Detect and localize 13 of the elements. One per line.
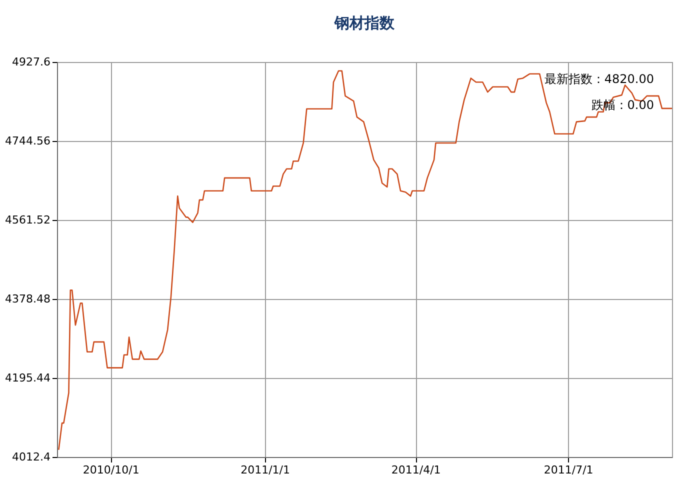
x-tick-label: 2011/4/1 <box>391 464 441 476</box>
chart-title: 钢材指数 <box>334 14 396 32</box>
y-tick-label: 4744.56 <box>5 134 50 148</box>
line-series <box>58 70 673 450</box>
y-tick-label: 4195.44 <box>5 372 50 384</box>
y-tick-label: 4561.52 <box>5 214 50 226</box>
annotation: 最新指数：4820.00 <box>544 72 654 86</box>
x-tick-label: 2011/1/1 <box>240 464 290 476</box>
x-tick-label: 2010/10/1 <box>82 464 140 476</box>
y-tick-label: 4378.48 <box>5 292 50 306</box>
x-tick-label: 2011/7/1 <box>544 464 594 476</box>
y-tick-label: 4927.6 <box>12 56 50 68</box>
y-tick-label: 4012.4 <box>12 450 50 464</box>
